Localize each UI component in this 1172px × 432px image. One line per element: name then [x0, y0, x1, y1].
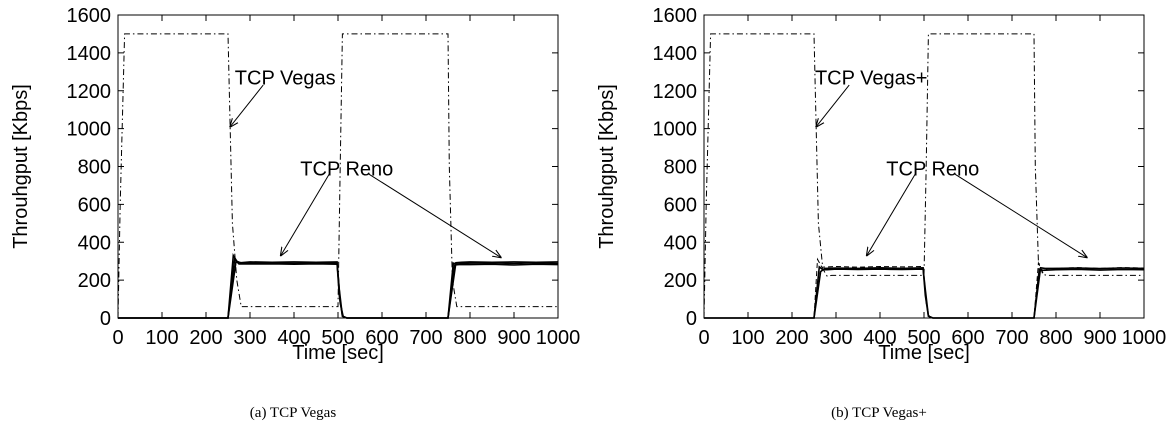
y-tick-label: 1400 — [653, 43, 698, 65]
x-tick-label: 200 — [189, 327, 222, 349]
annotation-arrow — [954, 173, 1087, 257]
y-tick-label: 1200 — [653, 81, 698, 103]
y-tick-label: 800 — [78, 157, 111, 179]
x-tick-label: 300 — [233, 327, 266, 349]
x-tick-label: 1000 — [1122, 327, 1167, 349]
annotation-label-1: TCP Vegas+ — [815, 67, 927, 89]
x-tick-label: 600 — [951, 327, 984, 349]
y-tick-label: 0 — [100, 308, 111, 330]
caption-b: (b) TCP Vegas+ — [831, 405, 927, 421]
y-tick-label: 1200 — [67, 81, 112, 103]
caption-a: (a) TCP Vegas — [249, 405, 337, 421]
y-axis-label: Throuhgput [Kbps] — [10, 84, 32, 249]
annotation-arrow — [867, 173, 916, 255]
y-tick-label: 1600 — [653, 5, 698, 27]
y-tick-label: 200 — [664, 270, 697, 292]
x-tick-label: 100 — [145, 327, 178, 349]
y-tick-label: 600 — [664, 194, 697, 216]
y-tick-label: 1600 — [67, 5, 112, 27]
x-tick-label: 400 — [863, 327, 896, 349]
series-line-1 — [703, 33, 1144, 319]
annotation-arrow — [230, 84, 264, 127]
x-tick-label: 200 — [775, 327, 808, 349]
annotation-label-2: TCP Reno — [886, 158, 979, 180]
x-tick-label: 800 — [1039, 327, 1072, 349]
x-tick-label: 0 — [698, 327, 709, 349]
x-tick-label: 700 — [409, 327, 442, 349]
series-line-1 — [117, 33, 558, 319]
x-tick-label: 1000 — [536, 327, 581, 349]
x-tick-label: 900 — [1083, 327, 1116, 349]
y-tick-label: 1400 — [67, 43, 112, 65]
x-tick-label: 500 — [907, 327, 940, 349]
x-tick-label: 500 — [321, 327, 354, 349]
annotation-arrow — [816, 84, 850, 127]
x-tick-label: 400 — [277, 327, 310, 349]
series-line-4 — [704, 257, 1145, 319]
x-tick-label: 900 — [497, 327, 530, 349]
annotation-arrow — [368, 173, 501, 257]
x-tick-label: 100 — [731, 327, 764, 349]
x-tick-label: 600 — [365, 327, 398, 349]
annotation-label-2: TCP Reno — [300, 158, 393, 180]
series-line-4 — [118, 261, 559, 319]
x-tick-label: 300 — [819, 327, 852, 349]
y-tick-label: 800 — [664, 157, 697, 179]
chart-a: 0 200 400 600 800 1000 1200 1400 1600 0 100 200 300 4… — [10, 5, 581, 364]
y-tick-label: 600 — [78, 194, 111, 216]
y-tick-label: 1000 — [67, 119, 112, 141]
annotation-label-1: TCP Vegas — [235, 67, 336, 89]
x-tick-label: 0 — [112, 327, 123, 349]
y-tick-label: 400 — [664, 232, 697, 254]
y-tick-label: 0 — [686, 308, 697, 330]
x-tick-label: 800 — [453, 327, 486, 349]
y-tick-label: 200 — [78, 270, 111, 292]
annotation-arrow — [281, 173, 330, 255]
chart-panel-b: 0 200 400 600 800 1000 1200 1400 1600 0 100 200 300 4… — [586, 0, 1172, 432]
y-axis-label: Throuhgput [Kbps] — [596, 84, 618, 249]
series-line-3 — [704, 266, 1145, 319]
chart-panel-a: 0 200 400 600 800 1000 1200 1400 1600 0 100 200 300 4… — [10, 5, 581, 421]
y-tick-label: 400 — [78, 232, 111, 254]
x-axis-label: Time [sec] — [878, 342, 970, 364]
y-tick-label: 1000 — [653, 119, 698, 141]
x-tick-label: 700 — [995, 327, 1028, 349]
chart-b: 0 200 400 600 800 1000 1200 1400 1600 0 100 200 300 4… — [596, 5, 1167, 364]
x-axis-label: Time [sec] — [292, 342, 384, 364]
